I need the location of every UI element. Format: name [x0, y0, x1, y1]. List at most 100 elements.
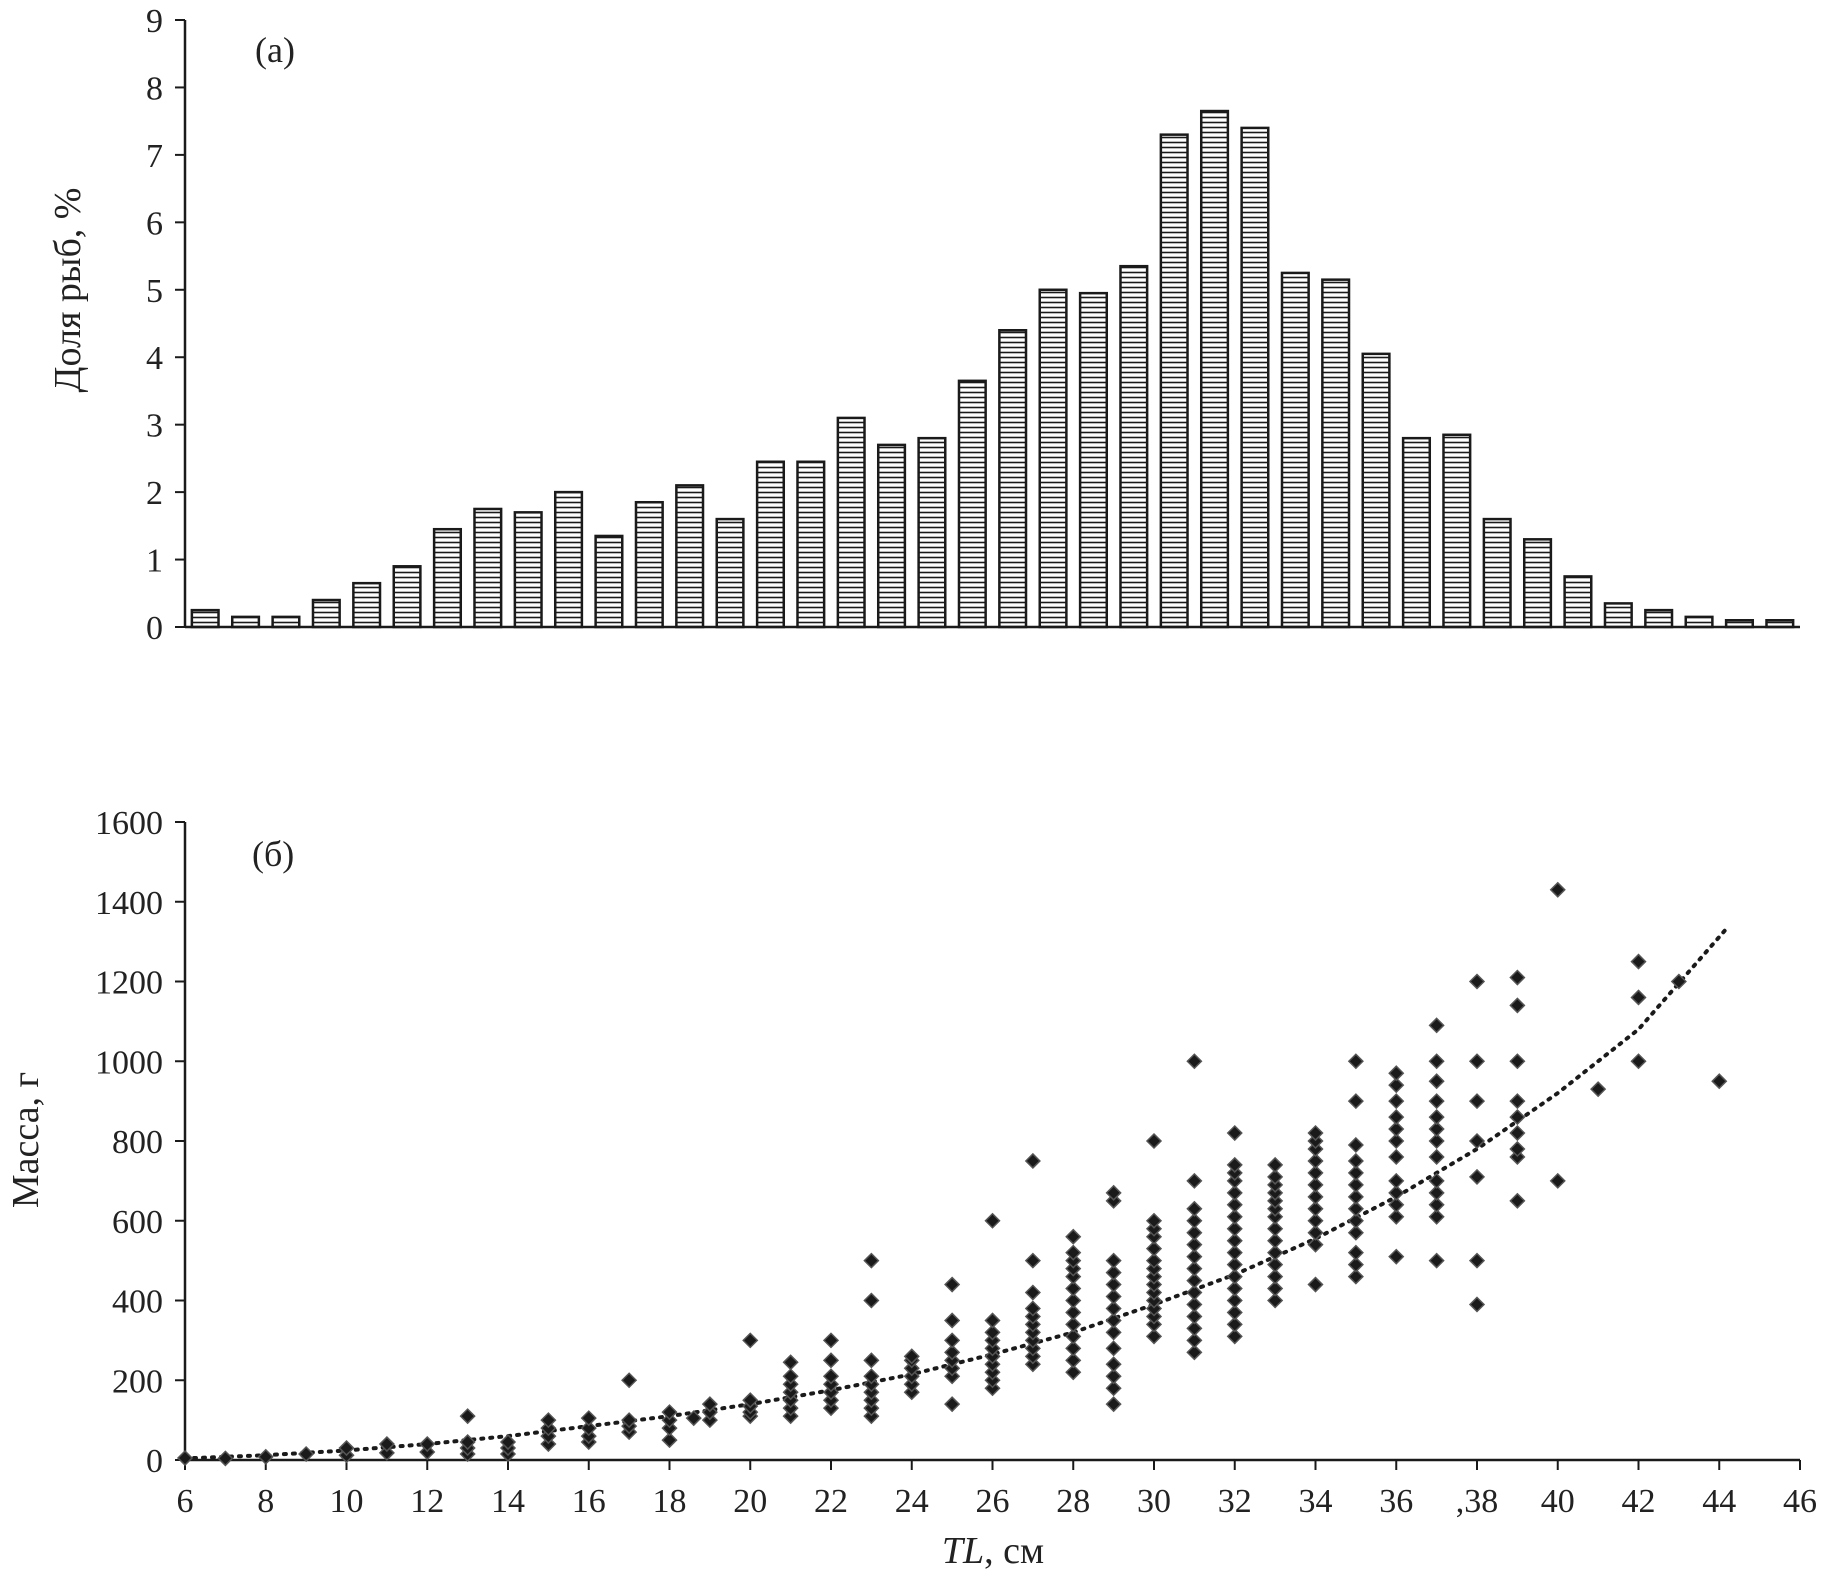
scatter-point [1347, 1244, 1364, 1261]
scatter-points [176, 881, 1728, 1467]
scatter-point [1428, 1172, 1445, 1189]
scatter-x-tick-label: ,38 [1456, 1483, 1499, 1520]
scatter-point [1468, 973, 1486, 990]
scatter-y-tick-label: 600 [112, 1204, 163, 1241]
scatter-point [1226, 1232, 1243, 1249]
histogram-y-tick-label: 1 [146, 543, 163, 580]
histogram-y-tick-label: 8 [146, 70, 163, 107]
scatter-point [1347, 1053, 1364, 1070]
scatter-point [742, 1392, 759, 1409]
histogram-bar [432, 527, 463, 629]
histogram-bar [1482, 517, 1512, 629]
scatter-point [1105, 1276, 1122, 1293]
panel-label-b: (б) [252, 834, 294, 874]
scatter-point [1509, 1124, 1526, 1142]
scatter-point [1670, 973, 1687, 990]
scatter-point [1468, 1053, 1486, 1070]
scatter-point [1347, 1200, 1364, 1217]
scatter-point [1388, 1184, 1405, 1201]
scatter-x-tick-label: 10 [330, 1483, 364, 1520]
scatter-x-tick-label: 26 [976, 1483, 1010, 1520]
scatter-point [1347, 1188, 1364, 1205]
scatter-point [1065, 1364, 1082, 1381]
scatter-point [1226, 1328, 1243, 1345]
scatter-point [1145, 1132, 1163, 1150]
scatter-point [1428, 1109, 1445, 1126]
scatter-point [1186, 1224, 1203, 1241]
histogram-bar [1159, 133, 1189, 629]
scatter-point [1347, 1152, 1364, 1169]
scatter-point [1065, 1244, 1082, 1261]
scatter-x-tick-label: 24 [895, 1483, 929, 1520]
scatter-point [1105, 1252, 1122, 1269]
histogram-bar [1240, 126, 1270, 629]
scatter-point [1549, 1172, 1566, 1189]
histogram-bar [836, 416, 866, 629]
histogram-bar [1078, 291, 1109, 629]
histogram-y-tick-label: 9 [146, 3, 163, 40]
scatter-point [1267, 1156, 1284, 1173]
scatter-point [1186, 1200, 1203, 1217]
scatter-point [1065, 1304, 1082, 1321]
histogram-y-tick-label: 6 [146, 205, 163, 242]
histogram-bar [1644, 608, 1674, 629]
scatter-point [1307, 1224, 1324, 1241]
histogram-y-ticks: 0 1 2 3 4 5 6 7 8 9 [146, 3, 185, 647]
scatter-point [1186, 1332, 1203, 1349]
histogram-bar [1038, 288, 1068, 629]
scatter-point [1267, 1280, 1284, 1297]
scatter-y-tick-label: 1400 [95, 885, 163, 922]
scatter-x-ticks: 6 8 10 12 14 16 18 20 22 24 26 28 30 32 34 36 ,38 40 42 44 4… [177, 1460, 1817, 1520]
scatter-x-tick-label: 20 [733, 1483, 767, 1520]
histogram-bar [1603, 602, 1633, 629]
scatter-point [1226, 1292, 1243, 1309]
scatter-point [1024, 1152, 1041, 1169]
scatter-point [459, 1408, 476, 1425]
scatter-point [1267, 1220, 1284, 1237]
scatter-x-tick-label: 36 [1379, 1483, 1413, 1520]
scatter-point [1226, 1156, 1243, 1173]
scatter-point [1347, 1176, 1364, 1193]
scatter-point [580, 1410, 597, 1427]
scatter-point [944, 1396, 961, 1413]
histogram-bar [311, 598, 341, 629]
histogram-bar [1199, 109, 1230, 629]
scatter-point [984, 1212, 1001, 1229]
scatter-point [1226, 1124, 1243, 1142]
scatter-x-tick-label: 14 [491, 1483, 525, 1520]
scatter-point [1267, 1168, 1284, 1185]
scatter-point [1428, 1073, 1445, 1090]
scatter-point [1105, 1340, 1122, 1357]
scatter-point [1509, 1093, 1526, 1110]
scatter-x-tick-label: 8 [257, 1483, 274, 1520]
scatter-point [419, 1435, 436, 1453]
scatter-point [1549, 881, 1566, 898]
scatter-point [1630, 1053, 1647, 1070]
scatter-point [863, 1292, 880, 1309]
histogram-bar [271, 615, 301, 629]
histogram-bar [755, 460, 786, 629]
scatter-point [1428, 1148, 1445, 1166]
scatter-point [822, 1352, 840, 1369]
scatter-point [1065, 1228, 1082, 1245]
scatter-point [1388, 1120, 1405, 1138]
scatter-point [1065, 1352, 1082, 1369]
histogram-bar [392, 565, 422, 629]
scatter-point [1307, 1164, 1324, 1181]
scatter-point [1186, 1344, 1203, 1361]
histogram-bar [998, 328, 1028, 629]
scatter-point [621, 1372, 638, 1389]
histogram-bar [1522, 538, 1553, 629]
scatter-point [217, 1450, 234, 1467]
histogram-bar [675, 484, 705, 629]
scatter-x-tick-label: 34 [1299, 1483, 1333, 1520]
histogram-y-tick-label: 4 [146, 340, 163, 377]
scatter-point [822, 1332, 840, 1349]
scatter-point [1105, 1312, 1122, 1329]
scatter-point [1186, 1320, 1203, 1337]
scatter-point [1347, 1093, 1364, 1110]
histogram-bar [1442, 433, 1472, 629]
scatter-point [1388, 1077, 1405, 1094]
scatter-point [1105, 1324, 1122, 1341]
scatter-point [822, 1368, 840, 1385]
